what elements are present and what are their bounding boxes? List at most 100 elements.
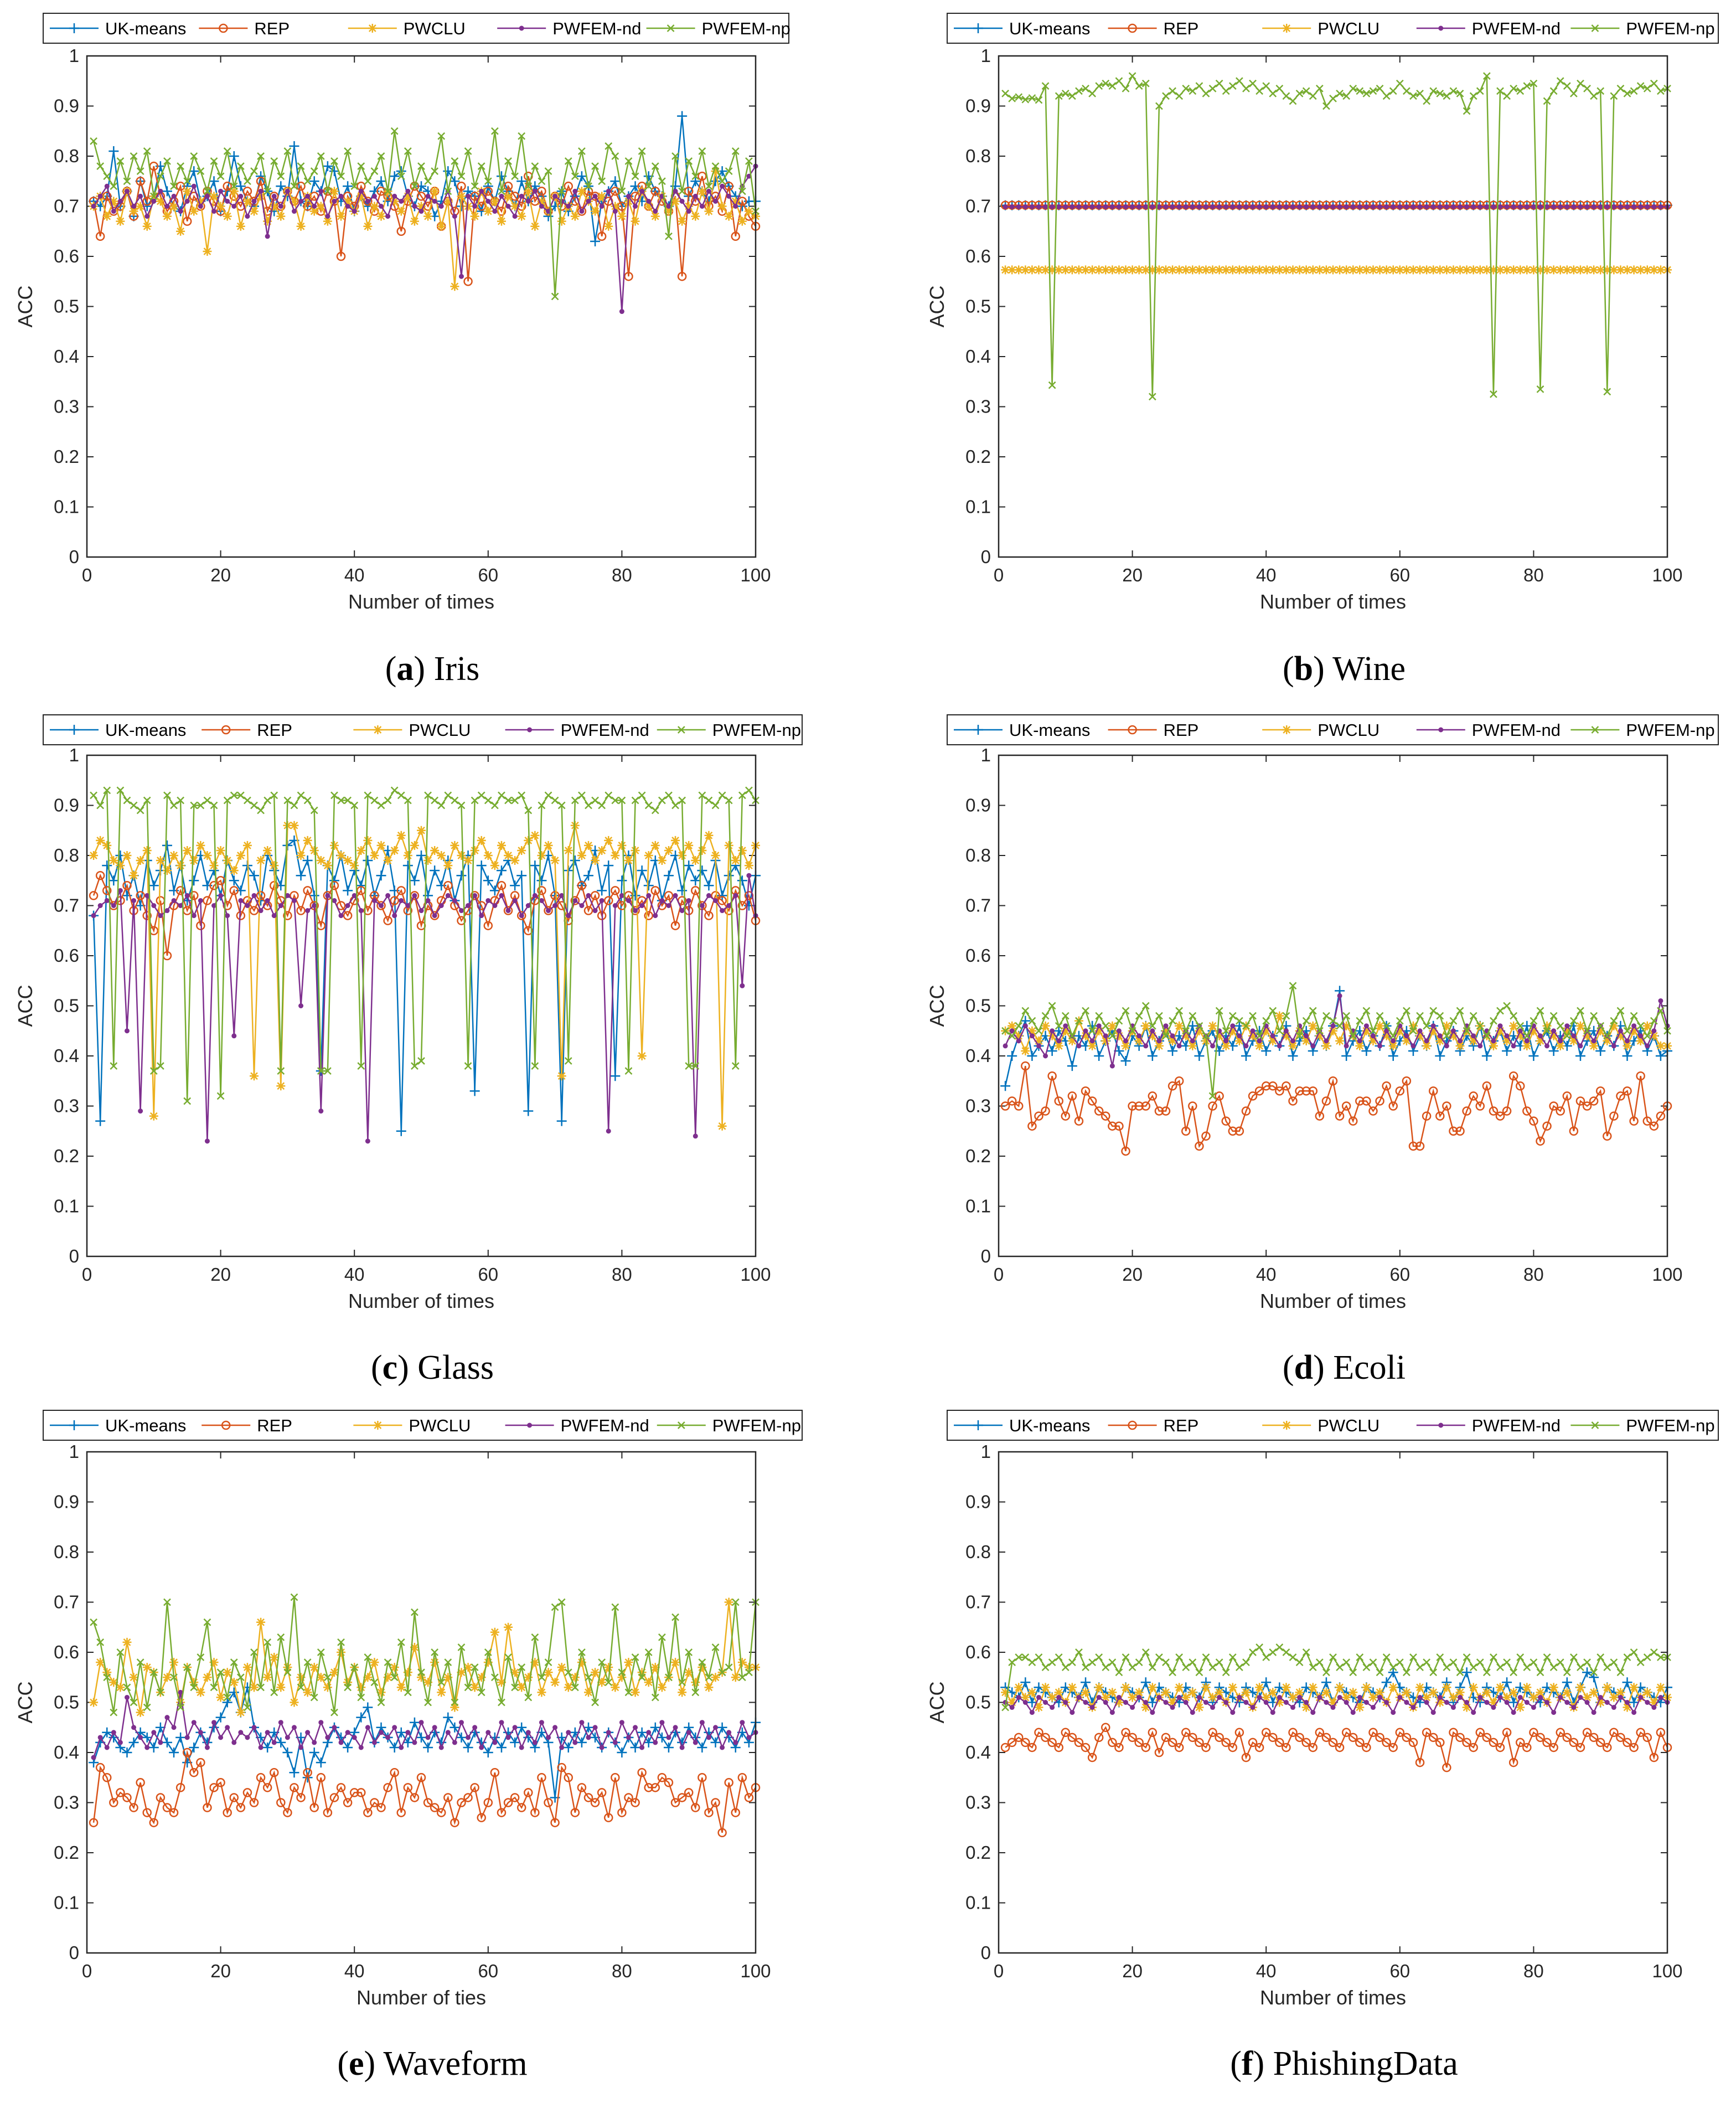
data-point <box>1257 1694 1262 1700</box>
data-point <box>577 881 587 890</box>
data-point <box>1510 84 1518 92</box>
data-point <box>356 880 366 891</box>
data-point <box>1536 1688 1545 1697</box>
data-point <box>390 896 399 905</box>
data-point <box>1590 92 1598 100</box>
data-point <box>564 1773 574 1782</box>
data-point <box>693 1740 698 1745</box>
data-point <box>1134 1688 1144 1697</box>
data-point <box>323 861 332 870</box>
data-point <box>345 204 350 209</box>
data-point <box>376 176 386 187</box>
data-point <box>457 916 466 925</box>
data-point <box>309 176 319 187</box>
data-point <box>385 214 391 219</box>
data-point <box>1449 1126 1458 1136</box>
data-point <box>1658 204 1663 209</box>
data-point <box>1529 1728 1538 1738</box>
data-point <box>244 177 251 185</box>
data-point <box>218 188 224 194</box>
data-point <box>1556 77 1564 85</box>
data-point <box>365 1138 370 1144</box>
data-point <box>1342 1658 1351 1666</box>
data-point <box>298 1003 304 1008</box>
data-point <box>1140 1677 1151 1688</box>
legend-entry: PWFEM-np <box>1570 19 1715 38</box>
data-point <box>1195 1141 1204 1151</box>
data-point <box>1344 1700 1349 1705</box>
data-point <box>251 1725 257 1730</box>
data-point <box>1362 1743 1371 1753</box>
data-point <box>685 1648 693 1656</box>
data-point <box>1489 1106 1499 1116</box>
data-point <box>1150 1028 1155 1034</box>
data-point <box>222 1697 232 1708</box>
data-point <box>316 202 326 211</box>
data-point <box>1223 204 1229 209</box>
data-point <box>1195 1668 1203 1677</box>
data-point <box>576 171 587 182</box>
data-point <box>1283 1028 1289 1034</box>
data-point <box>1275 265 1284 275</box>
data-point <box>1022 204 1028 209</box>
data-point <box>1070 1710 1075 1715</box>
data-point <box>537 197 546 206</box>
data-point <box>1228 1012 1237 1020</box>
data-point <box>479 913 484 919</box>
data-point <box>1524 204 1530 209</box>
data-point <box>1081 1086 1091 1096</box>
data-point <box>1083 1700 1088 1705</box>
data-point <box>496 865 507 876</box>
data-point <box>203 896 212 905</box>
data-point <box>671 197 680 206</box>
data-point <box>1108 1021 1117 1030</box>
data-point <box>571 796 579 805</box>
data-point <box>1189 1012 1197 1020</box>
data-point <box>191 913 197 919</box>
data-point <box>416 1773 426 1782</box>
data-point <box>377 801 385 810</box>
data-point <box>149 1668 158 1677</box>
data-point <box>1562 1733 1572 1743</box>
data-point <box>396 1727 406 1738</box>
data-point <box>1000 1743 1010 1753</box>
data-point <box>1156 1694 1162 1700</box>
data-point <box>1135 1012 1143 1020</box>
data-point <box>576 1737 587 1748</box>
data-point <box>1357 204 1362 209</box>
y-tick-label: 0.4 <box>965 1742 991 1762</box>
data-point <box>1295 1658 1304 1666</box>
series-line-pwclu <box>1005 1013 1667 1053</box>
data-point <box>452 1740 457 1745</box>
data-point <box>1344 204 1349 209</box>
data-point <box>1195 1026 1204 1035</box>
y-axis-label: ACC <box>14 285 37 327</box>
data-point <box>97 193 103 199</box>
data-point <box>725 167 733 176</box>
data-point <box>149 1818 159 1827</box>
data-point <box>1141 1021 1150 1030</box>
data-point <box>597 846 607 855</box>
data-point <box>117 198 123 204</box>
data-point <box>1043 1053 1048 1059</box>
data-point <box>1288 1051 1298 1061</box>
data-point <box>257 152 265 160</box>
data-point <box>1388 1051 1398 1061</box>
data-point <box>1301 1036 1311 1045</box>
data-point <box>591 856 600 865</box>
data-point <box>1210 204 1216 209</box>
data-point <box>1528 1051 1539 1061</box>
data-point <box>463 202 473 211</box>
data-point <box>309 1748 319 1757</box>
data-point <box>136 1658 144 1666</box>
data-point <box>617 1748 627 1757</box>
data-point <box>1495 1743 1505 1753</box>
data-point <box>1435 1698 1445 1707</box>
data-point <box>318 188 324 194</box>
data-point <box>470 891 479 900</box>
data-point <box>1329 1698 1337 1707</box>
data-point <box>646 1730 652 1735</box>
data-point <box>1645 204 1650 209</box>
data-point <box>124 1694 130 1700</box>
data-point <box>606 1730 611 1735</box>
